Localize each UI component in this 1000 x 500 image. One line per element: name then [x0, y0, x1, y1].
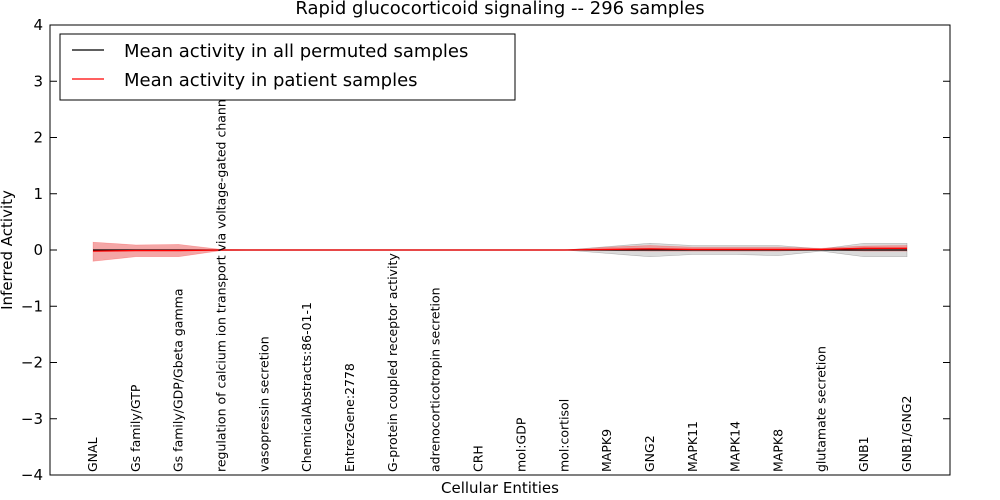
category-label: MAPK11 — [685, 421, 700, 472]
y-axis-ticks: 4 3 2 1 0 −1 −2 −3 −4 — [21, 16, 950, 484]
legend-label-patient: Mean activity in patient samples — [124, 70, 418, 91]
y-tick-label: −4 — [21, 466, 43, 484]
y-tick-label: −2 — [21, 354, 43, 372]
category-label: adrenocorticotropin secretion — [428, 287, 443, 472]
legend: Mean activity in all permuted samples Me… — [59, 33, 516, 101]
category-label: EntrezGene:2778 — [342, 363, 357, 472]
legend-frame — [59, 33, 516, 101]
category-label: MAPK8 — [770, 429, 785, 472]
category-label: CRH — [471, 445, 486, 472]
category-label: ChemicalAbstracts:86-01-1 — [299, 302, 314, 472]
y-tick-label: 2 — [33, 129, 43, 147]
category-label: GNAL — [85, 437, 100, 472]
series-lines — [92, 247, 907, 252]
category-label: GNB1 — [856, 436, 871, 472]
y-tick-label: −1 — [21, 297, 43, 315]
y-tick-label: 1 — [33, 185, 43, 203]
category-label: MAPK9 — [599, 429, 614, 472]
y-tick-label: 4 — [33, 16, 43, 34]
line-series-1 — [92, 247, 907, 252]
chart-title: Rapid glucocorticoid signaling -- 296 sa… — [295, 0, 704, 19]
category-label: Gs family/GTP — [128, 384, 143, 472]
y-tick-label: 0 — [33, 241, 43, 259]
category-labels: GNAL Gs family/GTP Gs family/GDP/Gbeta gam… — [85, 37, 914, 472]
y-axis-label: Inferred Activity — [0, 190, 16, 310]
legend-label-permuted: Mean activity in all permuted samples — [124, 41, 468, 62]
category-label: G-protein coupled receptor activity — [385, 253, 400, 472]
y-tick-label: 3 — [33, 72, 43, 90]
x-axis-label: Cellular Entities — [441, 479, 559, 497]
category-label: GNB1/GNG2 — [899, 396, 914, 472]
category-label: GNG2 — [642, 435, 657, 472]
category-label: mol:GDP — [513, 417, 528, 472]
category-label: vasopressin secretion — [256, 336, 271, 472]
category-label: MAPK14 — [728, 421, 743, 472]
category-label: Gs family/GDP/Gbeta gamma — [171, 289, 186, 472]
category-label: regulation of calcium ion transport via … — [214, 37, 229, 472]
category-label: glutamate secretion — [813, 346, 828, 472]
y-tick-label: −3 — [21, 410, 43, 428]
category-label: mol:cortisol — [556, 399, 571, 472]
